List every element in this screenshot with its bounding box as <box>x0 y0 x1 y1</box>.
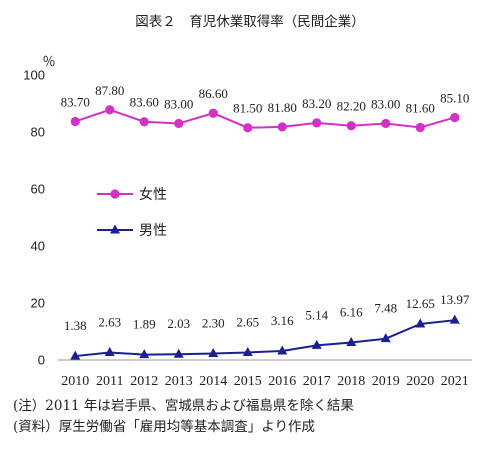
legend-marker-circle <box>110 189 120 199</box>
footnote-note: (注）2011 年は岩手県、宮城県および福島県を除く結果 <box>13 398 354 414</box>
data-point <box>139 117 149 127</box>
data-label: 83.00 <box>164 96 193 111</box>
data-label: 12.65 <box>406 296 435 311</box>
data-point <box>277 122 287 132</box>
y-axis: 0 20 40 60 80 100 <box>23 68 45 368</box>
y-tick-label: 100 <box>23 68 45 83</box>
y-axis-unit: ％ <box>42 54 55 69</box>
data-label: 1.38 <box>64 318 87 333</box>
data-label: 2.63 <box>98 315 121 330</box>
data-label: 83.00 <box>371 96 400 111</box>
data-point <box>381 118 391 129</box>
data-point <box>415 318 426 328</box>
x-tick-label: 2016 <box>268 374 296 389</box>
data-point <box>415 122 425 133</box>
y-tick-label: 40 <box>31 239 45 254</box>
data-point <box>243 123 253 133</box>
data-point <box>139 349 150 359</box>
series-layer <box>70 105 460 360</box>
data-point <box>346 121 356 131</box>
data-label: 3.16 <box>271 313 294 328</box>
data-label: 2.30 <box>202 315 225 330</box>
legend-marker-triangle <box>110 224 120 234</box>
x-tick-label: 2013 <box>165 374 193 389</box>
x-tick-label: 2017 <box>303 374 331 389</box>
data-point <box>449 314 460 324</box>
y-tick-label: 0 <box>38 353 45 368</box>
data-label: 81.60 <box>406 100 435 115</box>
data-point <box>311 339 322 349</box>
legend-label: 女性 <box>139 186 167 203</box>
y-tick-label: 20 <box>31 296 45 311</box>
data-point <box>174 118 184 129</box>
x-tick-label: 2019 <box>372 374 400 389</box>
data-label: 13.97 <box>440 292 470 307</box>
data-label: 87.80 <box>95 83 124 98</box>
series-line-male <box>75 319 455 358</box>
x-axis: 2010 2011 2012 2013 2014 2015 2016 2017 2018 2019… <box>58 359 472 389</box>
data-point <box>242 346 253 356</box>
data-point <box>70 350 81 360</box>
x-tick-label: 2018 <box>337 374 365 389</box>
chart-title: 図表２ 育児休業取得率（民間企業） <box>135 13 365 30</box>
data-label: 83.60 <box>130 95 159 110</box>
footnote-source: (資料）厚生労働省「雇用均等基本調査」より作成 <box>13 418 315 435</box>
data-point <box>450 112 460 123</box>
data-label: 2.03 <box>167 316 190 331</box>
x-tick-label: 2020 <box>406 374 434 389</box>
y-tick-label: 80 <box>31 125 45 140</box>
data-point <box>208 108 218 118</box>
x-tick-label: 2011 <box>96 374 123 389</box>
data-point <box>105 105 115 115</box>
x-tick-label: 2010 <box>61 374 89 389</box>
x-tick-label: 2014 <box>199 374 227 389</box>
data-label: 1.89 <box>133 317 156 332</box>
x-tick-label: 2021 <box>441 374 469 389</box>
data-point <box>346 336 357 346</box>
data-label: 83.20 <box>302 96 331 111</box>
data-label: 7.48 <box>374 301 397 316</box>
data-point <box>380 333 391 343</box>
data-point <box>173 348 184 358</box>
data-point <box>70 116 80 127</box>
data-label: 82.20 <box>337 99 366 114</box>
data-label: 86.60 <box>199 86 228 101</box>
data-point <box>312 118 322 128</box>
data-label: 2.65 <box>236 314 259 329</box>
data-label: 81.80 <box>268 100 297 115</box>
data-label: 6.16 <box>340 304 363 319</box>
data-point <box>208 347 219 357</box>
x-tick-label: 2012 <box>130 374 158 389</box>
data-point <box>277 345 288 355</box>
x-tick-label: 2015 <box>234 374 262 389</box>
series-line-female <box>74 108 456 129</box>
y-tick-label: 60 <box>31 182 45 197</box>
data-point <box>104 347 115 357</box>
data-label: 85.10 <box>440 90 469 105</box>
data-label: 81.50 <box>233 101 262 116</box>
data-label: 5.14 <box>305 307 328 322</box>
data-labels: 83.70 87.80 83.60 83.00 86.60 81.50 81.80 83.20… <box>61 83 470 333</box>
legend-label: 男性 <box>139 223 167 239</box>
data-label: 83.70 <box>61 94 90 109</box>
